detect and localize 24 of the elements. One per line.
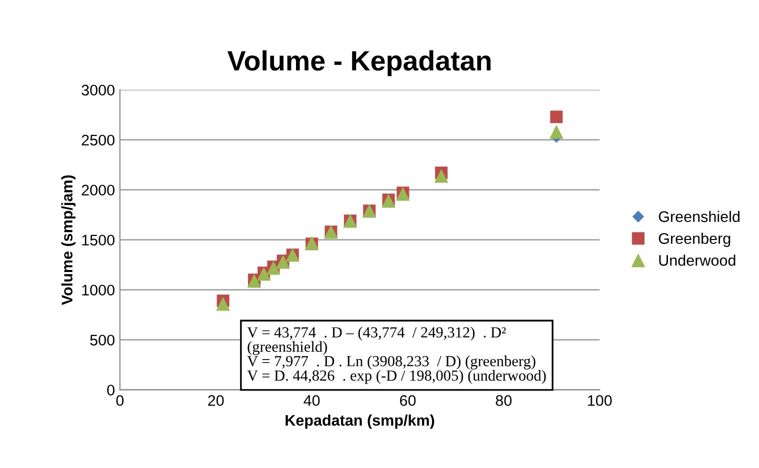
legend-label: Underwood xyxy=(659,254,736,266)
legend-label: Greenshield xyxy=(658,210,740,222)
y-tick-label: 1500 xyxy=(82,234,114,246)
x-tick-label: 60 xyxy=(400,395,416,406)
y-tick-label: 500 xyxy=(90,334,114,346)
legend-label: Greenberg xyxy=(658,232,730,247)
y-axis-title: Volume (smp/jam) xyxy=(61,175,76,305)
point xyxy=(434,168,448,183)
annotation: V = 43,774 . D – (43,774 / 249,312) . D² (greenshield) V = 7,977 . D . Ln (3908,233 / D) (greenberg) V = D. 44,826 . exp (-D / 198,005) (underwood) xyxy=(247,326,546,384)
x-tick-label: 40 xyxy=(304,395,320,406)
x-tick-label: 100 xyxy=(588,395,612,406)
y-tick-label: 2000 xyxy=(82,184,114,196)
chart-title: Volume - Kepadatan xyxy=(227,50,491,76)
point xyxy=(549,124,564,139)
y-tick-label: 0 xyxy=(107,384,114,396)
y-tick-label: 3000 xyxy=(82,84,114,96)
x-axis-title: Kepadatan (smp/km) xyxy=(286,414,434,429)
y-tick-label: 1000 xyxy=(82,284,114,296)
point xyxy=(550,110,563,124)
y-tick-label: 2500 xyxy=(82,134,114,146)
x-tick-label: 20 xyxy=(208,395,224,406)
x-tick-label: 80 xyxy=(496,395,512,406)
point xyxy=(216,296,230,311)
x-tick-label: 0 xyxy=(116,395,124,406)
